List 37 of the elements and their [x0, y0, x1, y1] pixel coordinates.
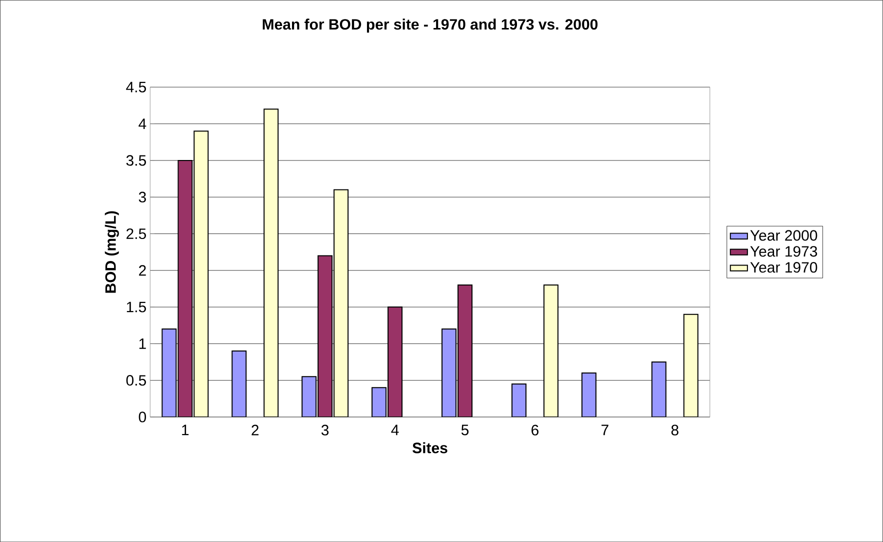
y-tick-label: 3.5	[126, 155, 146, 166]
y-axis-title: BOD (mg/L)	[104, 211, 119, 293]
x-tick-label: 7	[602, 424, 608, 436]
bar	[232, 350, 247, 417]
x-tick-label: 4	[391, 424, 399, 436]
y-tick-label: 2	[139, 265, 146, 276]
bar	[302, 376, 317, 417]
y-tick-label: 0	[138, 412, 146, 422]
y-tick-label: 1	[139, 338, 146, 349]
y-tick-label: 4.5	[126, 82, 146, 92]
legend-label: Year 2000	[750, 230, 818, 241]
chart-title: Mean for BOD per site - 1970 and 1973 vs. 2000	[262, 18, 598, 33]
x-tick-label: 1	[182, 424, 189, 436]
bar	[511, 383, 526, 417]
x-axis-title: Sites	[412, 442, 448, 454]
y-tick-label: 4	[138, 118, 146, 129]
bar	[442, 328, 456, 417]
y-tick-label: 1.5	[126, 302, 146, 312]
bar	[264, 108, 279, 417]
x-tick-label: 3	[321, 424, 329, 436]
bar	[334, 189, 349, 417]
bar	[683, 314, 698, 417]
y-tick-label: 3	[138, 192, 146, 202]
bar	[194, 130, 209, 417]
x-tick-label: 8	[671, 424, 678, 436]
bar	[581, 372, 596, 417]
bar	[651, 361, 666, 417]
legend-label: Year 1973	[750, 246, 818, 257]
bar	[162, 328, 177, 417]
x-tick-label: 2	[252, 424, 259, 436]
x-tick-label: 5	[461, 424, 469, 436]
legend-label: Year 1970	[750, 262, 818, 273]
bar	[543, 284, 558, 417]
y-tick-label: 0.5	[126, 374, 146, 386]
bar	[372, 387, 387, 417]
x-tick-label: 6	[532, 424, 538, 436]
y-tick-label: 2.5	[126, 228, 146, 239]
